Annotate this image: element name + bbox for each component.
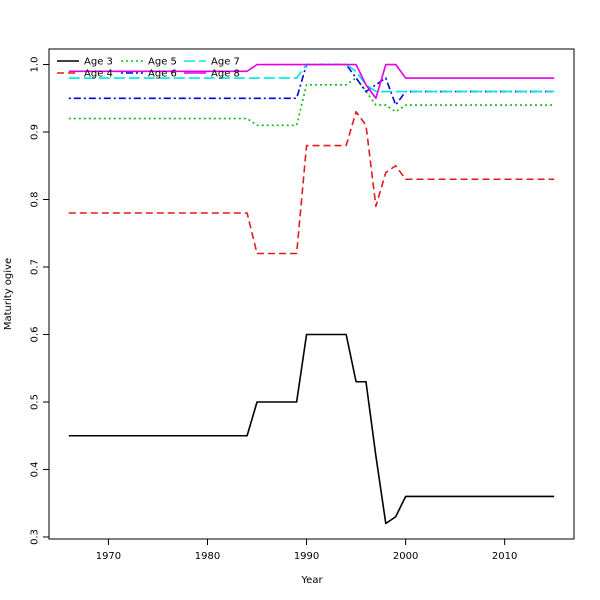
y-tick-label: 0.5 — [30, 394, 41, 410]
x-tick-label: 1970 — [96, 551, 121, 562]
legend-label: Age 5 — [148, 57, 177, 68]
y-tick-label: 0.8 — [30, 192, 41, 208]
series-line-age-8 — [68, 63, 555, 100]
legend-label: Age 6 — [148, 69, 177, 80]
y-tick-label: 0.6 — [30, 327, 41, 343]
y-tick-label: 1.0 — [30, 57, 41, 73]
legend-label: Age 7 — [211, 57, 240, 68]
series-lines — [68, 63, 555, 525]
y-tick-label: 0.7 — [30, 259, 41, 275]
x-tick-label: 1990 — [294, 551, 319, 562]
legend-label: Age 8 — [211, 69, 240, 80]
series-line-age-6 — [68, 63, 555, 106]
legend-label: Age 3 — [84, 57, 113, 68]
series-line-age-3 — [68, 333, 555, 525]
y-axis: 0.3 0.4 0.5 0.6 0.7 0.8 0.9 1.0 — [30, 57, 49, 545]
x-tick-label: 1980 — [195, 551, 220, 562]
x-axis: 1970 1980 1990 2000 2010 — [96, 539, 517, 562]
series-line-age-4 — [68, 110, 555, 255]
plot-frame — [48, 48, 575, 540]
y-tick-label: 0.3 — [30, 529, 41, 545]
y-tick-label: 0.9 — [30, 124, 41, 140]
y-axis-label: Maturity ogive — [3, 258, 14, 330]
legend-label: Age 4 — [84, 69, 113, 80]
series-line-age-7 — [68, 63, 555, 93]
x-tick-label: 2000 — [393, 551, 418, 562]
series-line-age-5 — [68, 77, 555, 127]
x-axis-label: Year — [300, 575, 323, 586]
x-tick-label: 2010 — [492, 551, 517, 562]
y-tick-label: 0.4 — [30, 462, 41, 478]
